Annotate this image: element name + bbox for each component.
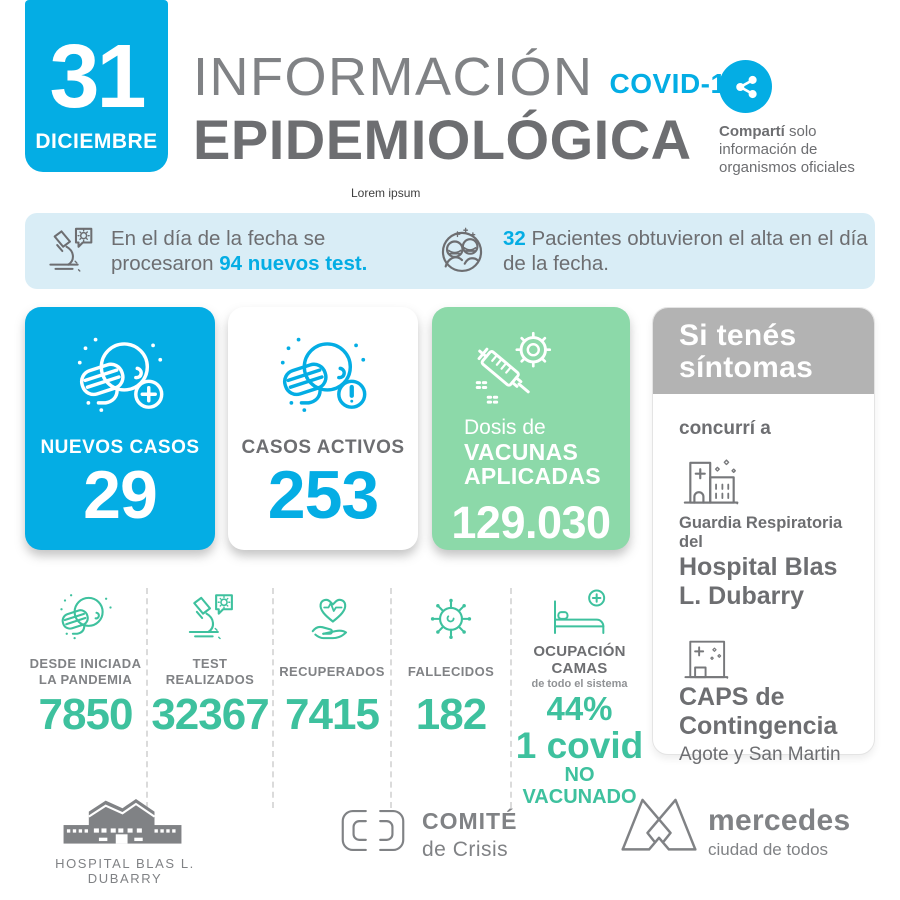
occupancy-covid-line: 1 covid bbox=[515, 724, 644, 766]
caps-building-icon bbox=[679, 632, 737, 682]
share-caption-line3: organismos oficiales bbox=[719, 159, 855, 176]
hospital-building-icon bbox=[679, 452, 745, 508]
occupancy-vaccine-line: NO VACUNADO bbox=[522, 764, 637, 809]
card-label-line1: VACUNAS bbox=[464, 439, 579, 465]
masked-face-icon bbox=[55, 590, 117, 646]
date-month: DICIEMBRE bbox=[35, 130, 158, 153]
card-nuevos-casos: NUEVOS CASOS 29 bbox=[25, 307, 215, 550]
symptoms-panel-title: Si tenés síntomas bbox=[653, 308, 874, 394]
share-icon bbox=[735, 75, 757, 98]
stat-value: 182 bbox=[415, 690, 487, 739]
heart-hand-icon bbox=[301, 590, 363, 646]
daily-summary-banner: En el día de la fecha se procesaron 94 n… bbox=[25, 213, 875, 289]
card-label-line2: APLICADAS bbox=[464, 463, 601, 489]
syringe-virus-icon bbox=[460, 329, 570, 407]
card-value: 29 bbox=[83, 457, 158, 533]
tests-summary-text: En el día de la fecha se procesaron 94 n… bbox=[111, 226, 421, 276]
tests-text: En el día de la fecha se procesaron bbox=[111, 227, 326, 275]
microscope-icon bbox=[179, 590, 241, 646]
card-label: CASOS ACTIVOS bbox=[241, 437, 405, 458]
date-day: 31 bbox=[49, 27, 146, 127]
mercedes-tagline: ciudad de todos bbox=[708, 840, 829, 859]
caps-name-line1: CAPS de bbox=[679, 683, 785, 711]
title-epidemiologica: EPIDEMIOLÓGICA bbox=[193, 108, 692, 171]
guardia-name-line1: Hospital Blas bbox=[679, 553, 838, 581]
symptoms-panel-body: concurrí a Guardia Respiratoria del Hosp… bbox=[653, 418, 874, 766]
share-caption-line2: información de bbox=[719, 141, 818, 158]
comite-sub: de Crisis bbox=[422, 838, 509, 861]
page-title: INFORMACIÓN COVID-19 EPIDEMIOLÓGICA bbox=[193, 50, 743, 170]
comite-name: COMITÉ bbox=[422, 808, 518, 834]
comite-logo-text: COMITÉ de Crisis bbox=[422, 808, 517, 862]
card-label: NUEVOS CASOS bbox=[40, 437, 200, 458]
occupancy-percent: 44% bbox=[546, 690, 613, 727]
tests-summary: En el día de la fecha se procesaron 94 n… bbox=[41, 213, 421, 289]
guardia-pre: Guardia Respiratoria del bbox=[679, 514, 843, 551]
share-caption: Compartí solo información de organismos … bbox=[719, 123, 884, 177]
hospital-bed-icon bbox=[547, 588, 613, 638]
cumulative-stats-row: DESDE INICIADA LA PANDEMIA 7850 TEST REALI… bbox=[25, 588, 647, 809]
stat-desde-pandemia: DESDE INICIADA LA PANDEMIA 7850 bbox=[25, 588, 146, 808]
card-value: 253 bbox=[267, 457, 379, 533]
stat-test-realizados: TEST REALIZADOS 32367 bbox=[146, 588, 272, 809]
discharges-text: Pacientes obtuvieron el alta en el día d… bbox=[503, 227, 868, 275]
occupancy-sublabel: de todo el sistema bbox=[531, 678, 628, 690]
comite-brackets-logo bbox=[341, 809, 405, 852]
stat-value: 32367 bbox=[151, 690, 269, 739]
microscope-icon bbox=[41, 222, 99, 280]
share-block: Compartí solo información de organismos … bbox=[719, 60, 884, 177]
stat-label: RECUPERADOS bbox=[279, 664, 385, 679]
virus-icon bbox=[420, 590, 482, 646]
caps-sub: Agote y San Martin bbox=[679, 744, 841, 765]
hospital-silhouette-logo bbox=[63, 798, 182, 844]
card-label-pre: Dosis de bbox=[464, 416, 546, 439]
masked-face-alert-icon bbox=[271, 331, 375, 423]
hospital-logo-caption: HOSPITAL BLAS L. DUBARRY bbox=[55, 856, 195, 886]
discharges-highlight: 32 bbox=[503, 227, 526, 250]
stat-label: FALLECIDOS bbox=[407, 664, 495, 679]
stat-ocupacion-camas: OCUPACIÓN CAMAS de todo el sistema 44% 1… bbox=[510, 588, 647, 809]
share-button[interactable] bbox=[719, 60, 772, 113]
panel-title-line2: síntomas bbox=[679, 351, 814, 384]
occupancy-label: OCUPACIÓN CAMAS bbox=[533, 643, 626, 677]
mercedes-name: mercedes bbox=[708, 804, 851, 837]
date-box: 31 DICIEMBRE bbox=[25, 0, 168, 172]
discharges-summary: 32 Pacientes obtuvieron el alta en el dí… bbox=[433, 213, 885, 289]
tests-highlight: 94 nuevos test. bbox=[219, 252, 368, 275]
caps-name-line2: Contingencia bbox=[679, 712, 838, 740]
patients-icon bbox=[433, 222, 491, 280]
share-caption-rest: solo bbox=[784, 123, 817, 140]
panel-title-line1: Si tenés bbox=[679, 319, 797, 352]
stat-label: TEST REALIZADOS bbox=[165, 656, 255, 687]
card-casos-activos: CASOS ACTIVOS 253 bbox=[228, 307, 418, 550]
title-informacion: INFORMACIÓN bbox=[193, 47, 594, 107]
mercedes-logo-text: mercedes ciudad de todos bbox=[708, 806, 851, 860]
mercedes-m-logo bbox=[621, 798, 697, 851]
stat-value: 7415 bbox=[285, 690, 380, 739]
lorem-text: Lorem ipsum bbox=[351, 186, 421, 200]
discharges-summary-text: 32 Pacientes obtuvieron el alta en el dí… bbox=[503, 226, 885, 276]
stat-label: DESDE INICIADA LA PANDEMIA bbox=[29, 656, 142, 687]
masked-face-plus-icon bbox=[68, 331, 172, 423]
stat-value: 7850 bbox=[38, 690, 134, 739]
stat-recuperados: RECUPERADOS 7415 bbox=[272, 588, 390, 809]
symptoms-panel: Si tenés síntomas concurrí a Guardia Res… bbox=[652, 307, 875, 765]
card-vacunas-aplicadas: Dosis de VACUNAS APLICADAS 129.030 bbox=[432, 307, 630, 550]
stat-fallecidos: FALLECIDOS 182 bbox=[390, 588, 510, 809]
guardia-name-line2: L. Dubarry bbox=[679, 582, 805, 610]
panel-subtitle: concurrí a bbox=[679, 418, 771, 439]
card-value: 129.030 bbox=[451, 497, 611, 548]
share-caption-bold: Compartí bbox=[719, 123, 785, 140]
